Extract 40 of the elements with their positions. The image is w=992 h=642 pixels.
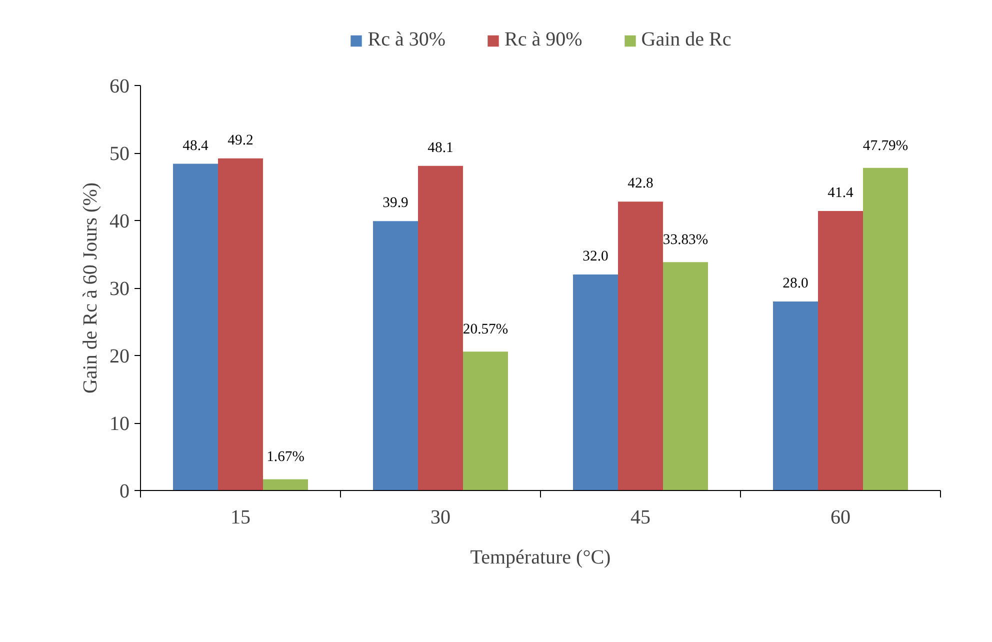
y-tick-label: 30 — [110, 278, 130, 300]
data-label: 20.57% — [462, 322, 508, 338]
data-label: 42.8 — [628, 176, 654, 192]
data-label: 32.0 — [582, 248, 608, 264]
x-axis-title: Température (°C) — [470, 546, 611, 568]
bar — [463, 352, 508, 490]
data-label: 39.9 — [382, 195, 408, 212]
data-label: 49.2 — [228, 132, 254, 148]
bar — [218, 158, 263, 490]
y-tick-label: 20 — [110, 346, 130, 368]
y-tick-label: 0 — [120, 480, 130, 502]
bar — [573, 274, 618, 490]
data-label: 33.83% — [662, 232, 708, 248]
data-label: 48.4 — [182, 138, 209, 154]
bar — [173, 164, 218, 490]
x-tick-label: 30 — [430, 506, 450, 528]
legend-label: Gain de Rc — [641, 28, 732, 52]
data-label: 28.0 — [782, 276, 808, 292]
legend-label: Rc à 90% — [504, 28, 582, 52]
legend-label: Rc à 30% — [368, 28, 446, 52]
y-axis-title: Gain de Rc à 60 Jours (%) — [80, 182, 102, 394]
data-label: 47.79% — [862, 138, 908, 154]
y-tick-label: 10 — [110, 413, 130, 435]
bar — [263, 479, 308, 490]
bar — [663, 262, 708, 490]
bar — [818, 211, 863, 490]
y-tick-label: 40 — [110, 210, 130, 232]
bar — [773, 302, 818, 490]
bar — [418, 166, 463, 490]
y-tick-label: 60 — [110, 76, 130, 98]
y-tick-label: 50 — [110, 143, 130, 165]
x-tick-label: 45 — [630, 506, 650, 528]
data-label: 1.67% — [266, 449, 304, 466]
x-tick-label: 15 — [230, 506, 250, 528]
data-label: 41.4 — [828, 185, 854, 202]
x-tick-label: 60 — [830, 506, 850, 528]
bar — [618, 202, 663, 490]
bar — [373, 221, 418, 490]
bar — [863, 168, 908, 490]
data-label: 48.1 — [428, 140, 454, 156]
